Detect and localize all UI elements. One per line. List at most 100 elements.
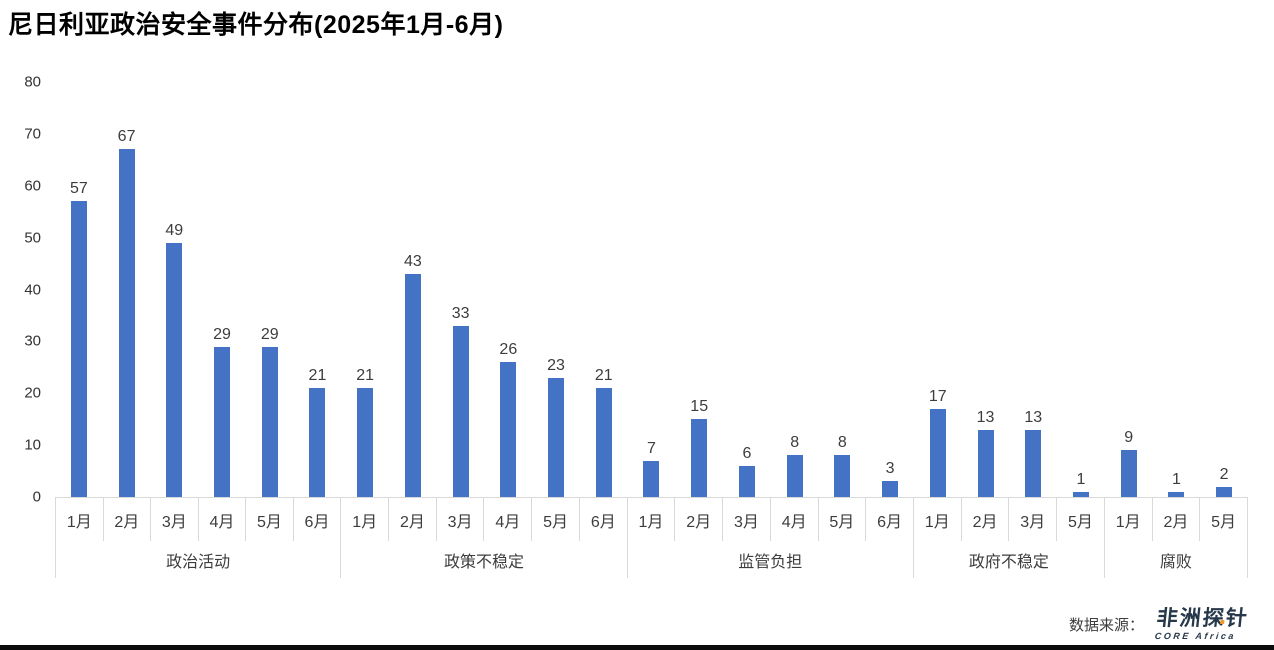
bar (1072, 492, 1089, 497)
month-label: 2月 (1151, 498, 1200, 541)
bar-value-label: 1 (1076, 471, 1086, 489)
month-label: 6月 (865, 498, 913, 541)
category-group: 57 67 49 29 29 21 1月 2月 3月 4月 5月 6月 政治活动 (55, 82, 342, 578)
bar (1025, 430, 1042, 497)
bar (882, 481, 899, 497)
month-label: 5月 (245, 498, 293, 541)
bar-value-label: 21 (356, 367, 375, 385)
month-label: 5月 (1056, 498, 1104, 541)
bar-value-label: 2 (1219, 466, 1229, 484)
bar-slot: 43 (389, 253, 437, 497)
month-labels-row: 1月 2月 3月 4月 5月 6月 (628, 498, 913, 541)
month-label: 1月 (66, 513, 92, 531)
axis-block: 1月 2月 5月 腐败 (1104, 497, 1248, 578)
month-label: 2月 (102, 498, 151, 541)
bar-value-label: 7 (647, 440, 656, 458)
category-label: 监管负担 (738, 553, 803, 571)
month-label: 5月 (817, 498, 866, 541)
bar-slot: 6 (723, 445, 771, 497)
data-source-footer: 数据来源： 非洲探针 CORE Africa (1068, 607, 1250, 641)
bar (214, 347, 231, 497)
category-group: 9 1 2 1月 2月 5月 腐败 (1104, 82, 1248, 578)
bar-slot: 23 (532, 357, 580, 497)
chart-title: 尼日利亚政治安全事件分布(2025年1月-6月) (8, 11, 504, 39)
bar-value-label: 13 (1024, 409, 1043, 427)
month-label: 5月 (1199, 498, 1247, 541)
bar (643, 461, 660, 497)
source-label: 数据来源： (1068, 617, 1144, 634)
bar-value-label: 15 (690, 398, 709, 416)
bar-value-label: 17 (928, 388, 947, 406)
month-label: 3月 (435, 498, 484, 541)
bar-slot: 67 (103, 128, 151, 497)
y-axis-tick-label: 10 (24, 436, 41, 454)
month-label: 2月 (388, 498, 436, 541)
bar (309, 388, 326, 497)
bar (261, 347, 278, 497)
bar (357, 388, 374, 497)
bar (548, 378, 565, 497)
bars-row: 57 67 49 29 29 21 (55, 82, 341, 497)
axis-block: 1月 2月 3月 4月 5月 6月监管负担 (627, 497, 914, 578)
bar-value-label: 29 (213, 326, 231, 344)
bar-value-label: 21 (308, 367, 327, 385)
bar-value-label: 57 (69, 180, 88, 198)
bar-slot: 33 (437, 305, 485, 497)
bar-slot: 26 (484, 341, 532, 497)
bar-slot: 8 (771, 434, 819, 497)
bar-slot: 15 (675, 398, 723, 497)
bar-groups: 57 67 49 29 29 21 1月 2月 3月 4月 5月 6月 政治活动 21 43 33 26 23 21… (55, 82, 1248, 578)
month-label: 2月 (960, 498, 1009, 541)
plot-area: 57 67 49 29 29 21 1月 2月 3月 4月 5月 6月 政治活动 21 43 33 26 23 21… (55, 82, 1248, 578)
logo-accent-dot (1220, 620, 1225, 624)
bar-value-label: 21 (594, 367, 613, 385)
bar (500, 362, 517, 497)
month-labels-row: 1月 2月 5月 (1105, 498, 1247, 541)
axis-block: 1月 2月 3月 4月 5月 6月 政治活动 (55, 497, 342, 578)
y-axis-tick-label: 60 (24, 177, 41, 195)
month-label: 4月 (769, 498, 818, 541)
bar-value-label: 13 (976, 409, 995, 427)
logo-english-text: CORE Africa (1154, 631, 1237, 641)
bar (738, 466, 755, 497)
bar-slot: 57 (55, 180, 103, 497)
bar-value-label: 6 (742, 445, 752, 463)
bar-slot: 21 (580, 367, 628, 497)
bar-slot: 29 (198, 326, 246, 497)
category-label: 政策不稳定 (443, 553, 524, 571)
bar-slot: 1 (1153, 471, 1201, 497)
y-axis-tick-label: 30 (24, 332, 41, 350)
y-axis-tick-label: 20 (24, 384, 41, 402)
bar-slot: 1 (1057, 471, 1105, 497)
bar-slot: 8 (819, 434, 867, 497)
bars-row: 21 43 33 26 23 21 (341, 82, 627, 497)
bar-value-label: 8 (790, 434, 800, 452)
bar-slot: 9 (1105, 429, 1153, 497)
bar (452, 326, 469, 497)
month-label: 6月 (578, 498, 627, 541)
bar-value-label: 26 (499, 341, 518, 359)
month-label: 6月 (292, 498, 341, 541)
bar-slot: 3 (866, 460, 914, 497)
category-group: 7 15 6 8 8 3 1月 2月 3月 4月 5月 6月 监管负担 (627, 82, 914, 578)
bar-slot: 2 (1200, 466, 1248, 497)
bar-slot: 13 (962, 409, 1010, 497)
y-axis-tick-label: 70 (24, 125, 41, 143)
bar-slot: 7 (628, 440, 676, 497)
y-axis-tick-label: 40 (24, 281, 41, 298)
y-axis-tick-label: 80 (24, 73, 41, 91)
bar-slot: 29 (246, 326, 294, 497)
month-labels-row: 1月 2月 3月 5月 (914, 498, 1104, 541)
month-label: 3月 (1008, 498, 1056, 541)
y-axis: 80 70 60 50 40 30 20 10 0 (14, 75, 41, 505)
axis-block: 1月 2月 3月 5月 政府不稳定 (913, 497, 1105, 578)
category-label: 政府不稳定 (968, 553, 1049, 571)
core-africa-logo: 非洲探针 CORE Africa (1154, 607, 1250, 641)
bar (691, 419, 708, 497)
bar (1168, 492, 1185, 497)
bar (786, 455, 803, 497)
month-label: 1月 (1115, 513, 1141, 531)
month-label: 1月 (924, 513, 950, 531)
bar-chart: 80 70 60 50 40 30 20 10 0 57 67 49 29 29 21 1月 2月 3月 4月 5月… (14, 75, 1248, 578)
bar-slot: 21 (341, 367, 389, 497)
